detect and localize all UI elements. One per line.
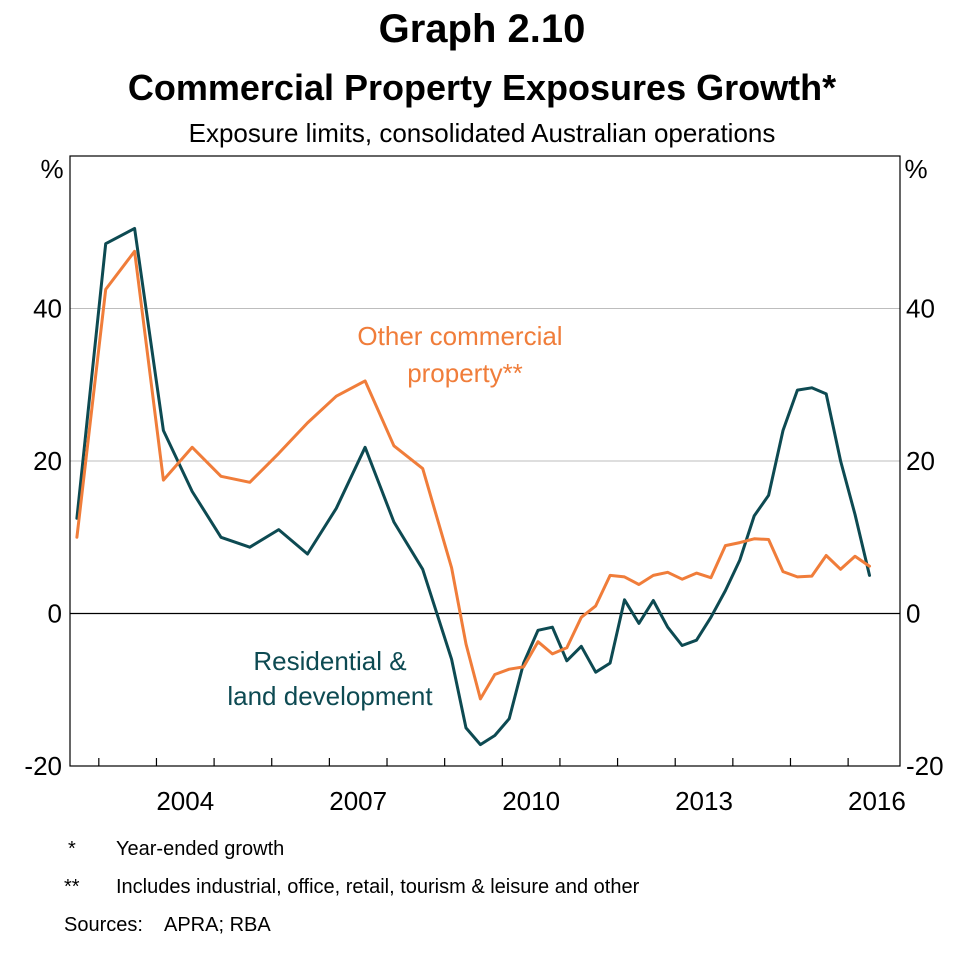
series-label-residential-line2: land development [227, 681, 433, 711]
graph-label: Graph 2.10 [379, 7, 586, 51]
footnote-1-text: Year-ended growth [116, 838, 284, 860]
y-tick-label-right: 40 [906, 294, 935, 324]
series-lines [75, 226, 871, 747]
x-tick-label: 2007 [329, 786, 387, 816]
y-tick-label-right: 20 [906, 446, 935, 476]
series-label-other-line1: Other commercial [357, 321, 562, 351]
y-tick-label-left: 0 [48, 599, 62, 629]
y-tick-label-right: 0 [906, 599, 920, 629]
footnote-2-mark: ** [64, 876, 80, 898]
y-tick-label-right: -20 [906, 751, 944, 781]
y-tick-labels: -20 -20 0 0 20 20 40 40 [24, 294, 943, 782]
x-tick-label: 2004 [156, 786, 214, 816]
y-tick-label-left: -20 [24, 751, 62, 781]
series-label-residential: Residential & land development [227, 646, 433, 711]
series-line-other-commercial [75, 249, 871, 701]
x-tick-label: 2010 [502, 786, 560, 816]
series-label-other: Other commercial property** [357, 321, 562, 388]
footnotes: * Year-ended growth ** Includes industri… [64, 838, 640, 936]
chart-subtitle: Exposure limits, consolidated Australian… [189, 118, 776, 148]
gridlines [70, 308, 900, 615]
y-tick-label-left: 40 [33, 294, 62, 324]
x-ticks: 2004 2007 2010 2013 2016 [98, 758, 906, 816]
y-axis-unit-left: % [40, 154, 63, 184]
y-axis-unit-right: % [904, 154, 927, 184]
series-label-other-line2: property** [407, 358, 523, 388]
sources-text: APRA; RBA [164, 914, 271, 936]
plot-frame [69, 155, 901, 767]
x-tick-label: 2016 [848, 786, 906, 816]
x-tick-label: 2013 [675, 786, 733, 816]
footnote-1-mark: * [68, 838, 76, 860]
sources-label: Sources: [64, 914, 143, 936]
series-label-residential-line1: Residential & [253, 646, 406, 676]
series-line-residential [75, 226, 871, 747]
y-tick-label-left: 20 [33, 446, 62, 476]
footnote-2-text: Includes industrial, office, retail, tou… [116, 876, 640, 898]
chart-title: Commercial Property Exposures Growth* [128, 67, 836, 108]
